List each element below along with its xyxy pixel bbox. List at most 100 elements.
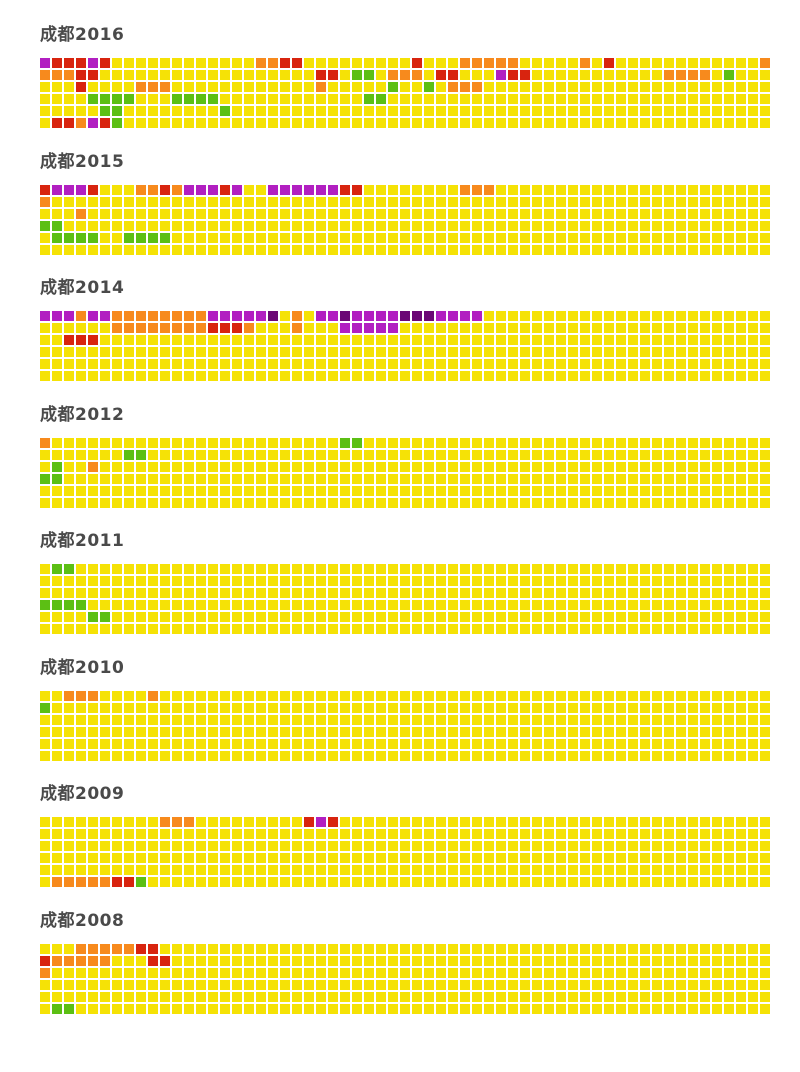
heatmap-cell: [472, 232, 482, 243]
heatmap-cell: [460, 347, 470, 357]
heatmap-cell: [52, 82, 62, 92]
heatmap-cell: [352, 588, 362, 598]
heatmap-cell: [532, 612, 542, 622]
heatmap-cell: [208, 449, 218, 460]
heatmap-cell: [76, 750, 86, 761]
heatmap-cell: [40, 738, 50, 749]
heatmap-cell: [364, 991, 374, 1002]
heatmap-cell: [52, 58, 62, 68]
heatmap-cell: [508, 437, 518, 448]
heatmap-cell: [676, 220, 686, 231]
heatmap-cell: [52, 702, 62, 713]
heatmap-cell: [568, 118, 578, 128]
heatmap-cell: [244, 829, 254, 839]
heatmap-cell: [148, 624, 158, 634]
heatmap-cell: [376, 106, 386, 116]
heatmap-cell: [280, 829, 290, 839]
heatmap-cell: [652, 600, 662, 610]
heatmap-cell: [592, 184, 602, 195]
heatmap-cell: [700, 600, 710, 610]
heatmap-cell: [64, 955, 74, 966]
heatmap-cell: [400, 347, 410, 357]
heatmap-cell: [148, 1003, 158, 1014]
heatmap-cell: [436, 244, 446, 255]
heatmap-cell: [628, 437, 638, 448]
heatmap-cell: [184, 877, 194, 887]
heatmap-cell: [700, 738, 710, 749]
heatmap-cell: [232, 624, 242, 634]
heatmap-cell: [52, 461, 62, 472]
heatmap-cell: [196, 184, 206, 195]
heatmap-cell: [412, 323, 422, 333]
heatmap-cell: [712, 371, 722, 381]
heatmap-cell: [544, 991, 554, 1002]
heatmap-cell: [136, 738, 146, 749]
heatmap-cell: [472, 576, 482, 586]
heatmap-cell: [124, 118, 134, 128]
heatmap-cell: [232, 690, 242, 701]
heatmap-cell: [76, 311, 86, 321]
heatmap-cell: [292, 473, 302, 484]
heatmap-cell: [628, 106, 638, 116]
heatmap-cell: [280, 359, 290, 369]
heatmap-cell: [556, 184, 566, 195]
heatmap-cell: [280, 347, 290, 357]
heatmap-cell: [304, 612, 314, 622]
heatmap-cell: [448, 485, 458, 496]
heatmap-cell: [532, 817, 542, 827]
heatmap-cell: [436, 841, 446, 851]
heatmap-cell: [328, 877, 338, 887]
heatmap-cell: [748, 449, 758, 460]
heatmap-cell: [88, 359, 98, 369]
heatmap-cell: [292, 371, 302, 381]
heatmap-cell: [220, 449, 230, 460]
heatmap-cell: [652, 58, 662, 68]
heatmap-cell: [496, 371, 506, 381]
heatmap-cell: [688, 82, 698, 92]
heatmap-cell: [232, 612, 242, 622]
heatmap-cell: [652, 232, 662, 243]
heatmap-cell: [568, 58, 578, 68]
heatmap-cell: [640, 726, 650, 737]
heatmap-cell: [640, 612, 650, 622]
heatmap-cell: [544, 955, 554, 966]
heatmap-cell: [100, 564, 110, 574]
heatmap-cell: [412, 726, 422, 737]
heatmap-cell: [700, 118, 710, 128]
heatmap-cell: [400, 311, 410, 321]
heatmap-cell: [184, 323, 194, 333]
heatmap-cell: [604, 967, 614, 978]
heatmap-cell: [460, 726, 470, 737]
heatmap-cell: [88, 473, 98, 484]
heatmap-cell: [676, 564, 686, 574]
heatmap-cell: [568, 588, 578, 598]
heatmap-cell: [508, 94, 518, 104]
heatmap-cell: [508, 58, 518, 68]
heatmap-cell: [676, 576, 686, 586]
heatmap-cell: [592, 829, 602, 839]
heatmap-cell: [628, 877, 638, 887]
heatmap-cell: [232, 955, 242, 966]
heatmap-cell: [700, 347, 710, 357]
heatmap-cell: [472, 106, 482, 116]
heatmap-cell: [388, 853, 398, 863]
heatmap-cell: [256, 82, 266, 92]
heatmap-cell: [364, 311, 374, 321]
heatmap-cell: [196, 817, 206, 827]
heatmap-cell: [136, 702, 146, 713]
heatmap-cell: [220, 991, 230, 1002]
heatmap-cell: [736, 485, 746, 496]
heatmap-cell: [196, 841, 206, 851]
heatmap-cell: [760, 612, 770, 622]
heatmap-cell: [64, 94, 74, 104]
heatmap-cell: [64, 335, 74, 345]
heatmap-cell: [460, 497, 470, 508]
heatmap-cell: [532, 624, 542, 634]
heatmap-cell: [400, 118, 410, 128]
heatmap-cell: [148, 335, 158, 345]
heatmap-cell: [280, 979, 290, 990]
heatmap-cell: [556, 106, 566, 116]
heatmap-cell: [676, 461, 686, 472]
heatmap-cell: [400, 612, 410, 622]
heatmap-cell: [172, 943, 182, 954]
